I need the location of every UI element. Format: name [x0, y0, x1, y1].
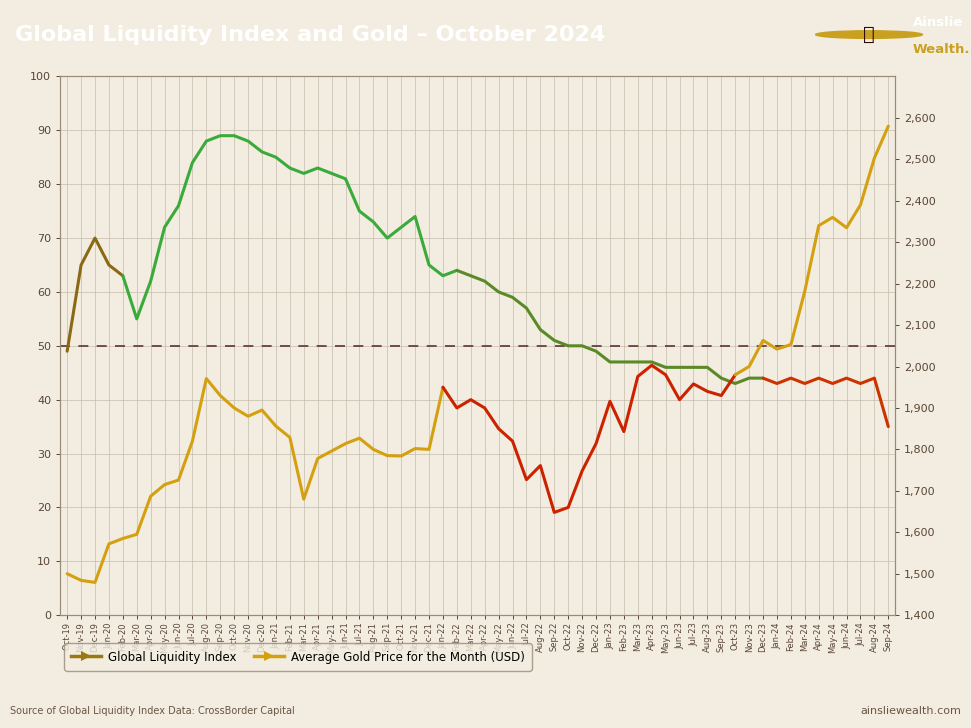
Text: Wealth.: Wealth.	[913, 43, 970, 56]
Text: Global Liquidity Index and Gold – October 2024: Global Liquidity Index and Gold – Octobe…	[15, 25, 605, 44]
Text: Ainslie: Ainslie	[913, 15, 963, 28]
Text: Ⓐ: Ⓐ	[863, 25, 875, 44]
Circle shape	[816, 31, 922, 39]
Text: Source of Global Liquidity Index Data: CrossBorder Capital: Source of Global Liquidity Index Data: C…	[10, 705, 294, 716]
Legend: Global Liquidity Index, Average Gold Price for the Month (USD): Global Liquidity Index, Average Gold Pri…	[64, 644, 531, 670]
Text: ainsliewealth.com: ainsliewealth.com	[860, 705, 961, 716]
